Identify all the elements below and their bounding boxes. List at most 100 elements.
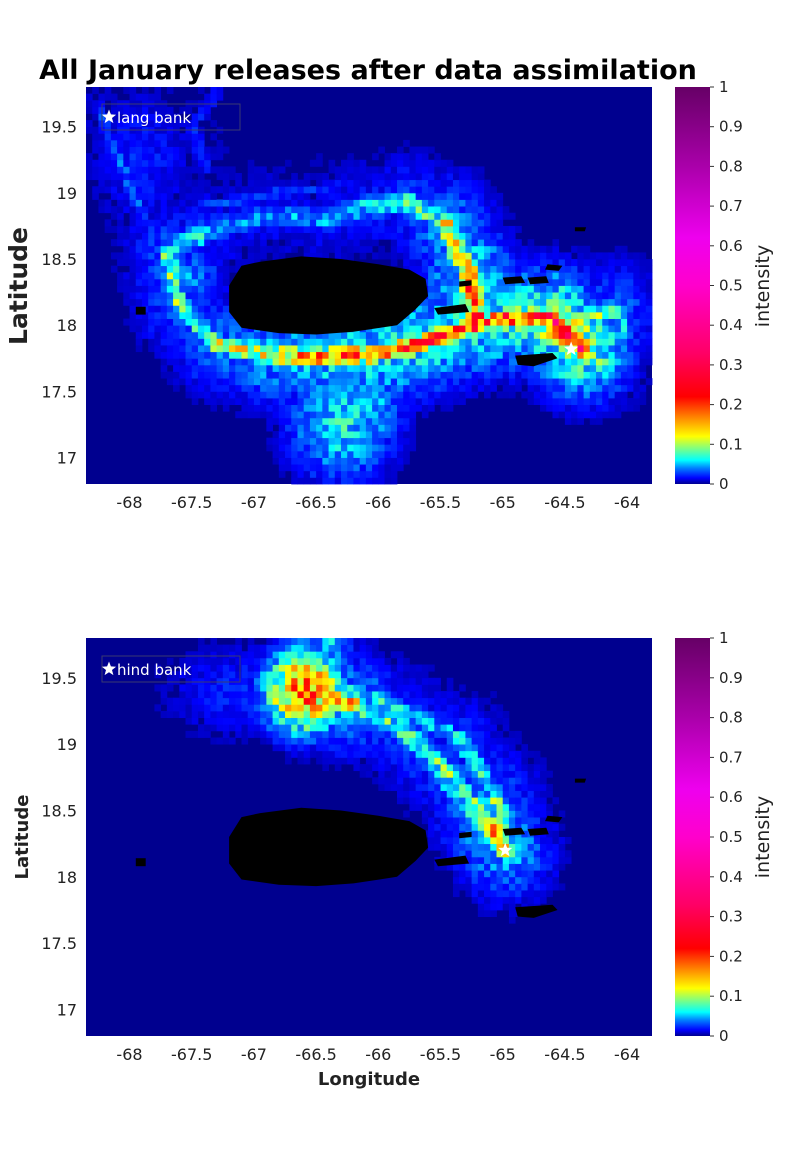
heat-cell [166,232,174,240]
heat-cell [421,338,429,346]
heat-cell [241,259,249,267]
heat-cell [141,120,149,128]
heat-cell [614,345,622,353]
heat-cell [141,239,149,247]
heat-cell [434,817,441,825]
heat-cell [540,883,547,891]
heat-cell [614,404,622,412]
heat-cell [546,883,553,891]
heat-cell [465,856,473,864]
heat-cell [521,272,528,280]
heat-cell [440,345,448,353]
heat-cell [515,292,522,300]
heat-cell [552,378,560,386]
heat-cell [440,318,448,326]
heat-cell [446,691,454,699]
heat-cell [378,179,385,187]
heat-cell [602,285,609,293]
heat-cell [141,232,149,240]
heat-cell [627,364,634,372]
heat-cell [409,173,417,181]
heat-cell [428,391,435,399]
heat-cell [490,364,497,372]
heat-cell [440,292,448,300]
heat-cell [508,239,516,247]
heat-cell [558,351,566,359]
heat-cell [266,444,273,452]
heat-cell [396,338,404,346]
heat-cell [378,331,385,339]
land-mass [515,904,558,918]
heat-cell [266,638,273,646]
heat-cell [154,212,162,220]
heat-cell [117,113,124,121]
heat-cell [490,285,497,293]
heat-cell [446,797,454,805]
heat-cell [459,744,466,752]
heat-cell [309,684,317,692]
heat-cell [583,384,591,392]
heat-cell [359,179,367,187]
heat-cell [620,278,628,286]
heat-cell [191,199,199,207]
heat-cell [477,325,485,333]
heat-cell [160,371,168,379]
heat-cell [409,790,417,798]
heat-cell [446,311,454,319]
heat-cell [390,186,398,194]
heat-cell [639,345,647,353]
heat-cell [508,252,516,260]
heat-cell [459,391,466,399]
heat-cell [446,837,454,845]
heat-cell [179,166,186,174]
heat-cell [98,153,106,161]
y-tick-label: 17.5 [41,934,77,953]
heat-cell [247,384,255,392]
heat-cell [465,305,473,313]
heat-cell [533,305,541,313]
heat-cell [596,311,603,319]
heat-cell [365,717,373,725]
heat-cell [583,397,591,405]
heat-cell [484,278,491,286]
heat-cell [378,691,385,699]
heat-cell [272,730,280,738]
heat-cell [396,371,404,379]
heat-cell [589,351,597,359]
heat-cell [521,245,528,253]
heat-cell [428,697,435,705]
heat-cell [552,384,560,392]
heat-cell [229,345,236,353]
heat-cell [527,810,535,818]
heat-cell [197,345,205,353]
heat-cell [396,391,404,399]
heat-cell [409,691,417,699]
heat-cell [285,424,292,432]
heat-cell [465,843,473,851]
y-tick-label: 19.5 [41,118,77,137]
heat-cell [166,106,174,114]
heat-cell [527,777,535,785]
heat-cell [645,285,653,293]
heat-cell [508,783,516,791]
heat-cell [477,909,485,917]
heat-cell [627,298,634,306]
heat-cell [403,239,410,247]
heat-cell [496,737,504,745]
heat-cell [359,664,367,672]
release-site-marker [498,842,513,857]
heat-cell [440,770,448,778]
heat-cell [365,444,373,452]
heat-cell [415,259,423,267]
heat-cell [160,225,168,233]
heat-cell [160,219,168,227]
heat-cell [571,371,578,379]
heat-cell [415,371,423,379]
heat-cell [571,245,578,253]
heat-cell [347,232,354,240]
heat-cell [564,351,572,359]
heat-cell [135,311,143,319]
heat-cell [434,173,441,181]
heat-cell [384,219,392,227]
heat-cell [141,179,149,187]
